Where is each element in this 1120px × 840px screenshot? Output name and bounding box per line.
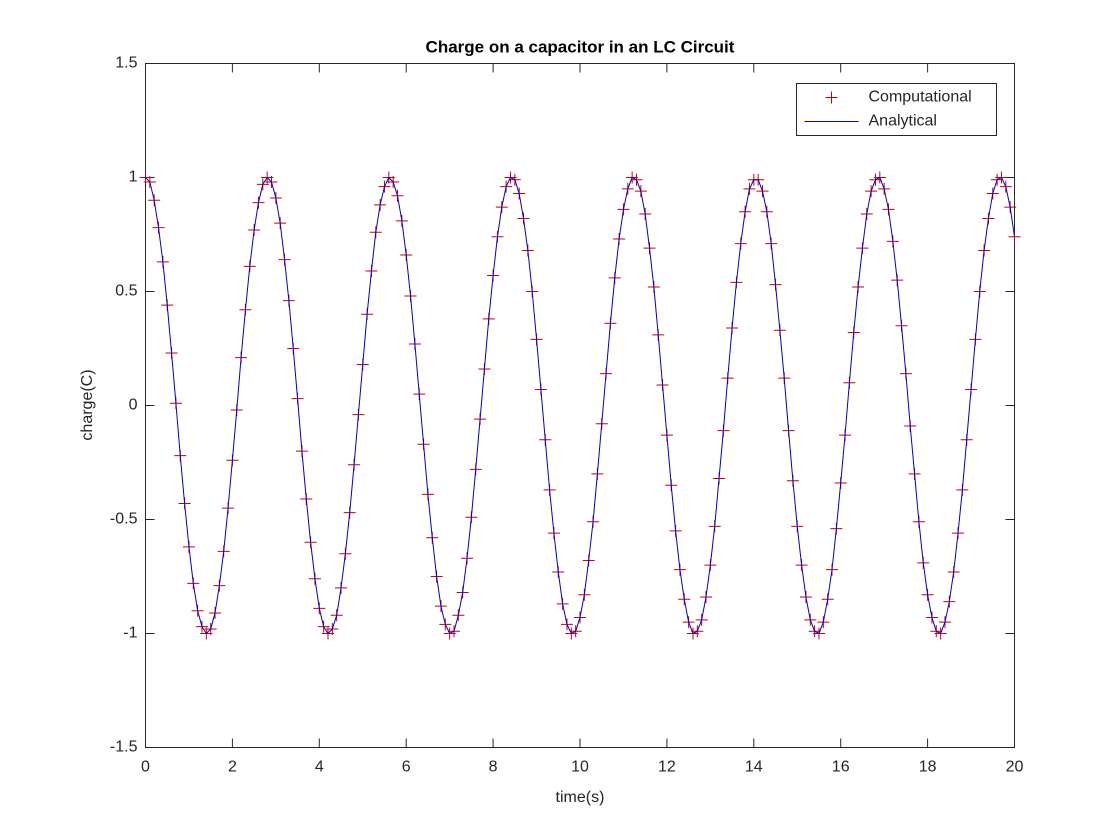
x-tick-label: 10 — [571, 759, 589, 776]
chart-title: Charge on a capacitor in an LC Circuit — [426, 37, 735, 56]
plot-area — [145, 63, 1015, 748]
y-tick-label: 0.5 — [115, 283, 137, 300]
x-tick-label: 12 — [658, 759, 676, 776]
x-axis-label: time(s) — [556, 789, 605, 806]
x-tick-label: 20 — [1006, 759, 1024, 776]
legend-box — [796, 83, 997, 136]
x-tick-label: 8 — [489, 759, 498, 776]
x-tick-label: 4 — [315, 759, 324, 776]
series-line — [145, 176, 1015, 635]
x-tick-label: 18 — [919, 759, 937, 776]
legend-label: Analytical — [869, 113, 937, 130]
legend-marker — [825, 91, 838, 104]
x-tick-label: 14 — [745, 759, 763, 776]
x-tick-label: 6 — [402, 759, 411, 776]
y-tick-label: -1 — [123, 625, 137, 642]
x-tick-label: 2 — [228, 759, 237, 776]
legend-label: Computational — [869, 89, 972, 106]
y-axis-label: charge(C) — [79, 369, 96, 440]
y-tick-label: 1 — [129, 169, 138, 186]
y-tick-label: -0.5 — [110, 511, 138, 528]
y-tick-label: 0 — [129, 397, 138, 414]
y-tick-label: 1.5 — [115, 55, 137, 72]
y-tick-label: -1.5 — [110, 739, 138, 756]
x-tick-label: 16 — [832, 759, 850, 776]
x-tick-label: 0 — [141, 759, 150, 776]
